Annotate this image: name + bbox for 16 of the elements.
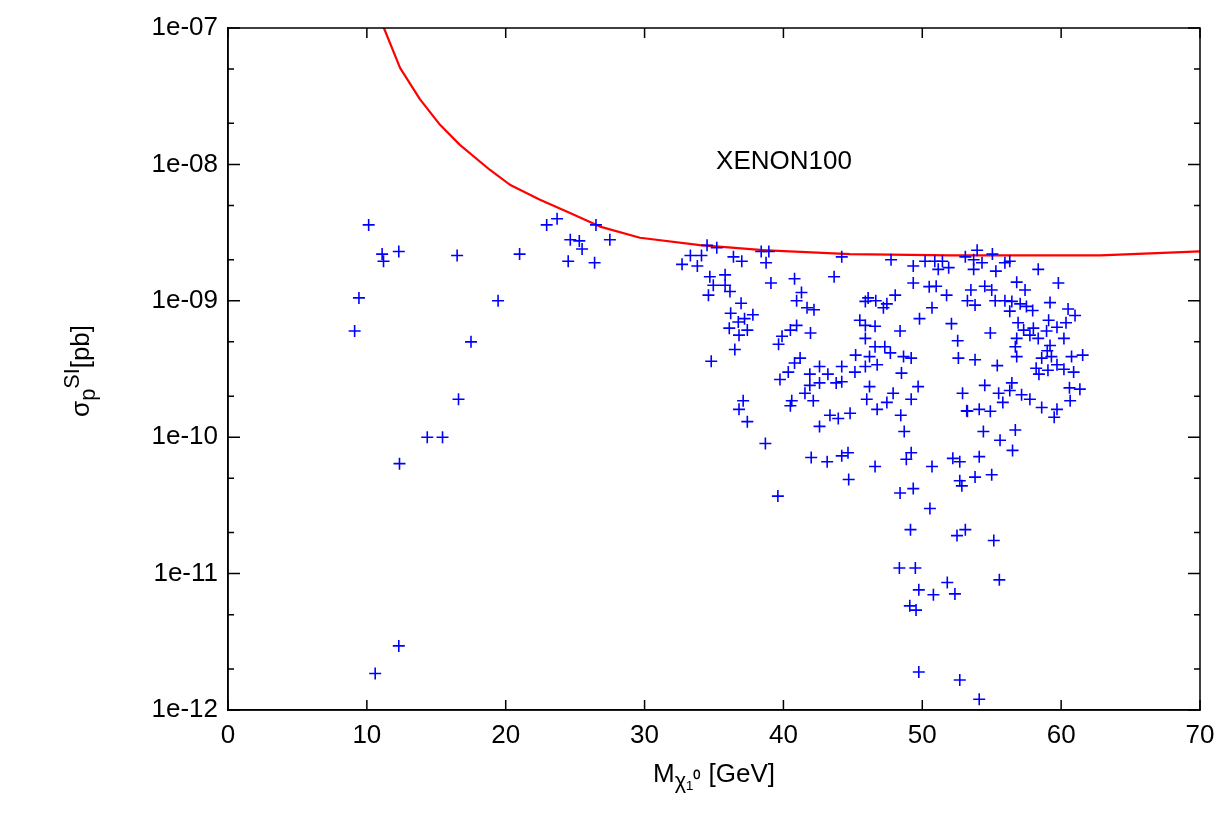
annotation: XENON100 [716, 145, 852, 176]
y-tick-label: 1e-08 [151, 147, 218, 178]
y-tick-label: 1e-07 [151, 11, 218, 42]
x-tick-label: 50 [907, 718, 937, 749]
y-tick-label: 1e-09 [151, 283, 218, 314]
x-axis-title: M$_{χ₁⁰}$ [GeV] [651, 758, 777, 795]
x-tick-label: 60 [1046, 718, 1076, 749]
x-tick-label: 20 [491, 718, 521, 749]
x-tick-label: 70 [1185, 718, 1215, 749]
x-tick-label: 0 [220, 718, 236, 749]
x-tick-label: 30 [630, 718, 660, 749]
y-tick-label: 1e-10 [151, 420, 218, 451]
y-tick-label: 1e-12 [151, 693, 218, 724]
x-tick-label: 40 [768, 718, 798, 749]
x-tick-label: 10 [352, 718, 382, 749]
y-tick-label: 1e-11 [153, 556, 218, 587]
